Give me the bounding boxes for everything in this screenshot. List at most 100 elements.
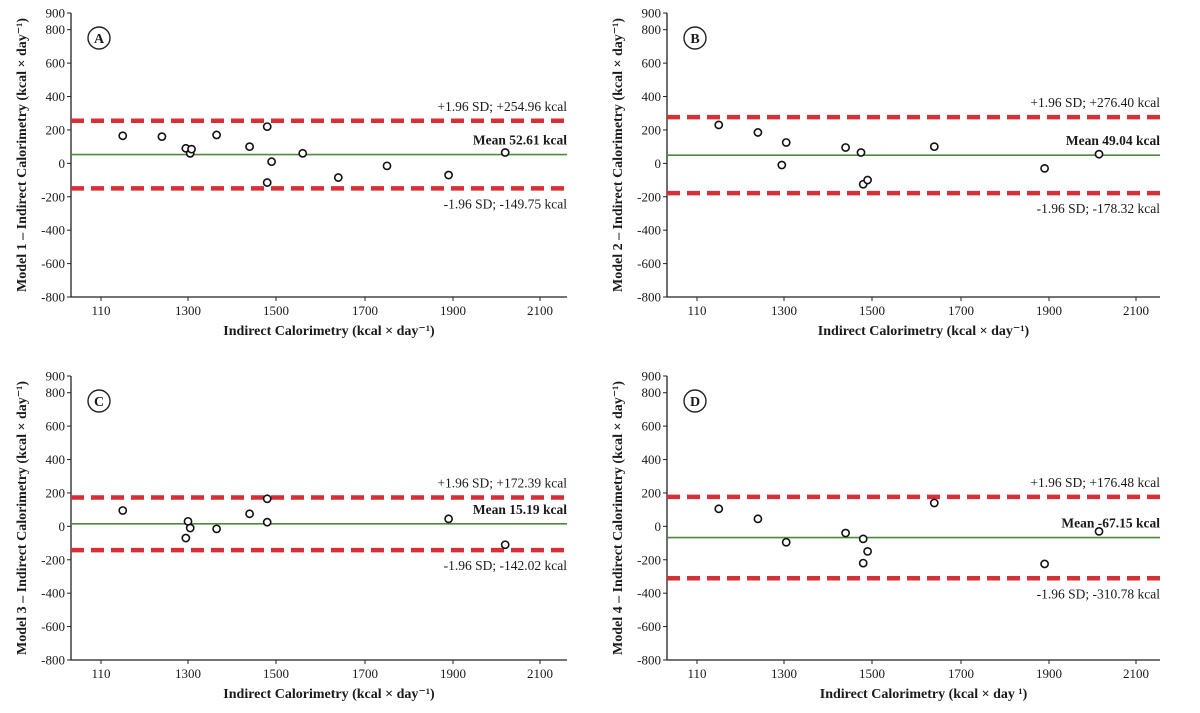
x-tick-label: 2100 [1123,303,1149,318]
data-point [781,138,791,147]
panel-badge [87,26,111,50]
data-point [262,122,272,131]
panel-b: B Model 2 – Indirect Calorimetry (kcal ×… [611,6,1160,340]
x-tick-label: 2100 [527,303,553,318]
x-tick-label: 1700 [948,303,974,318]
x-tick-label: 1900 [440,303,466,318]
data-point [863,547,872,556]
data-point [753,128,763,137]
y-tick-label: 800 [642,385,662,400]
lower-limit-label: -1.96 SD; -178.32 kcal [1037,201,1161,216]
x-axis-title: Indirect Calorimetry (kcal × day⁻¹) [223,687,435,702]
mean-label: Mean 52.61 kcal [473,133,567,148]
mean-label: Mean -67.15 kcal [1061,516,1160,531]
data-point [841,528,850,538]
y-tick-label: 900 [46,6,66,21]
y-tick-label: 200 [642,122,662,137]
data-point [181,533,191,543]
data-point [262,494,272,504]
panel-badge [683,26,707,50]
y-axis-title: Model 2 – Indirect Calorimetry (kcal × d… [611,18,626,292]
y-tick-label: 0 [655,519,662,534]
data-point [382,161,392,171]
data-point [500,540,510,550]
y-tick-label: -600 [637,256,661,271]
y-tick-label: 0 [59,156,66,171]
data-point [753,514,763,524]
data-point [858,558,868,568]
panel-c: C Model 3 – Indirect Calorimetry (kcal ×… [15,369,567,703]
data-point [929,142,939,152]
x-tick-label: 1300 [175,303,201,318]
x-axis-title: Indirect Calorimetry (kcal × day⁻¹) [223,324,435,339]
y-tick-label: -600 [41,256,65,271]
data-point [781,537,791,547]
data-point [1040,559,1049,569]
data-point [714,504,724,514]
data-point [777,160,787,170]
x-tick-label: 1700 [352,303,378,318]
y-tick-label: 900 [642,6,662,21]
y-tick-label: -600 [41,619,65,634]
y-tick-label: 800 [46,22,66,37]
x-tick-label: 1900 [1036,303,1062,318]
upper-limit-label: +1.96 SD; +254.96 kcal [437,99,567,114]
x-tick-label: 1500 [263,666,289,681]
y-tick-label: -200 [637,552,661,567]
y-tick-label: 900 [46,369,66,384]
y-tick-label: -600 [637,619,661,634]
data-point [858,534,868,544]
data-point [841,143,850,152]
data-point [714,120,724,130]
x-axis-title: Indirect Calorimetry (kcal × day⁻¹) [818,324,1030,339]
data-point [1094,149,1104,159]
y-tick-label: 600 [642,56,662,71]
upper-limit-label: +1.96 SD; +176.48 kcal [1030,475,1160,490]
x-tick-label: 1300 [175,666,201,681]
panel-a: A Model 1 – Indirect Calorimetry (kcal ×… [15,6,567,340]
x-tick-label: 1900 [440,666,466,681]
y-tick-label: 0 [655,156,662,171]
y-axis-title: Model 1 – Indirect Calorimetry (kcal × d… [15,18,30,292]
x-tick-label: 1700 [352,666,378,681]
y-tick-label: 600 [642,419,662,434]
data-point [187,144,196,154]
y-tick-label: -400 [637,223,661,238]
y-axis-title: Model 4 – Indirect Calorimetry (kcal × d… [611,381,626,655]
x-tick-label: 110 [687,303,706,318]
x-tick-label: 110 [91,303,110,318]
y-tick-label: -200 [637,189,661,204]
data-point [262,178,272,187]
data-point [212,130,221,140]
x-tick-label: 2100 [527,666,553,681]
y-tick-label: 400 [46,89,66,104]
data-point [1094,526,1104,536]
mean-label: Mean 49.04 kcal [1066,133,1160,148]
x-tick-label: 1700 [948,666,974,681]
y-tick-label: 400 [642,89,662,104]
x-tick-label: 1500 [859,666,885,681]
x-tick-label: 1300 [771,666,797,681]
y-tick-label: 600 [46,419,66,434]
panel-badge [87,389,111,413]
panel-letter: A [94,32,105,47]
y-tick-label: 400 [642,452,662,467]
y-tick-label: 400 [46,452,66,467]
x-tick-label: 110 [687,666,706,681]
y-tick-label: -800 [637,290,661,305]
lower-limit-label: -1.96 SD; -149.75 kcal [444,196,568,211]
x-tick-label: 1900 [1036,666,1062,681]
y-axis-title: Model 3 – Indirect Calorimetry (kcal × d… [15,381,30,655]
y-tick-label: 900 [642,369,662,384]
y-tick-label: 200 [46,485,66,500]
y-tick-label: 200 [642,485,662,500]
y-tick-label: 800 [642,22,662,37]
x-tick-label: 1300 [771,303,797,318]
mean-label: Mean 15.19 kcal [473,502,567,517]
data-point [444,170,453,180]
y-tick-label: 200 [46,122,66,137]
x-tick-label: 1500 [859,303,885,318]
y-tick-label: -400 [41,223,65,238]
y-tick-label: -400 [637,586,661,601]
